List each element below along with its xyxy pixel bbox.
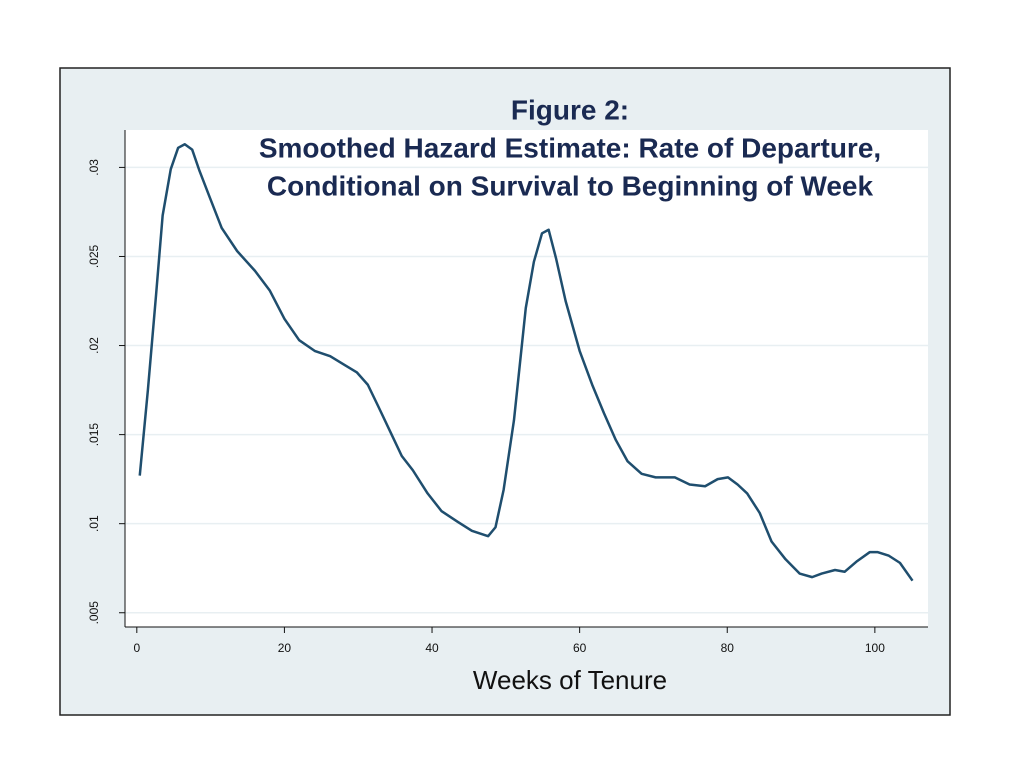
x-axis-label: Weeks of Tenure (473, 665, 667, 695)
y-tick-label: .03 (87, 159, 101, 176)
x-tick-label: 100 (865, 641, 885, 655)
line (138, 143, 914, 582)
x-tick-label: 60 (573, 641, 587, 655)
chart-title: Conditional on Survival to Beginning of … (267, 170, 874, 201)
y-tick-label: .015 (87, 423, 101, 447)
chart-title: Figure 2: (511, 94, 629, 125)
chart-title: Smoothed Hazard Estimate: Rate of Depart… (259, 132, 881, 163)
x-tick-label: 80 (721, 641, 735, 655)
plot-area (125, 130, 928, 627)
y-tick-label: .025 (87, 244, 101, 268)
y-tick-label: .01 (87, 515, 101, 532)
x-tick-label: 20 (278, 641, 292, 655)
y-tick-label: .02 (87, 337, 101, 354)
y-tick-label: .005 (87, 601, 101, 625)
x-tick-label: 0 (133, 641, 140, 655)
x-tick-label: 40 (425, 641, 439, 655)
